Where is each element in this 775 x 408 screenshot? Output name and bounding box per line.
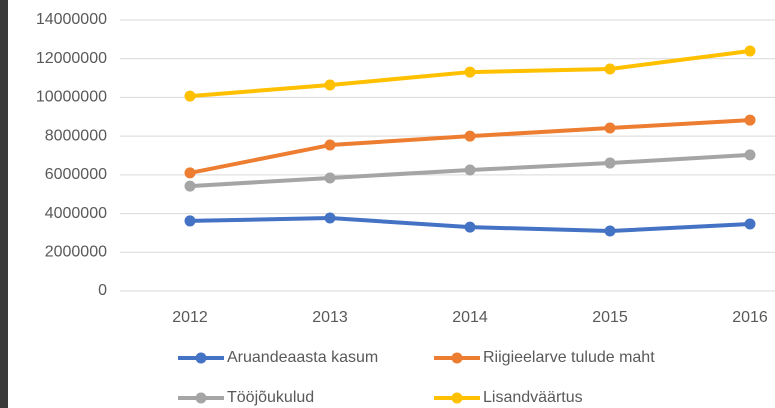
data-point: [464, 221, 476, 233]
data-point: [604, 63, 616, 75]
y-tick-label: 0: [98, 282, 107, 299]
x-tick-label: 2013: [312, 309, 348, 326]
window-edge: [0, 0, 8, 408]
data-point: [604, 122, 616, 134]
y-tick-label: 4000000: [45, 205, 107, 222]
legend-marker: [451, 392, 463, 404]
y-tick-label: 2000000: [45, 244, 107, 261]
data-point: [184, 167, 196, 179]
legend-label: Lisandväärtus: [483, 389, 583, 406]
x-tick-label: 2014: [452, 309, 488, 326]
x-tick-label: 2012: [172, 309, 208, 326]
x-tick-label: 2015: [592, 309, 628, 326]
data-point: [464, 164, 476, 176]
data-point: [324, 139, 336, 151]
legend-label: Tööjõukulud: [227, 389, 314, 406]
data-point: [324, 172, 336, 184]
data-point: [184, 90, 196, 102]
y-tick-label: 12000000: [36, 50, 107, 67]
legend-label: Riigieelarve tulude maht: [483, 349, 655, 366]
data-point: [464, 130, 476, 142]
data-point: [604, 157, 616, 169]
y-tick-label: 14000000: [36, 11, 107, 28]
data-point: [324, 212, 336, 224]
data-point: [744, 218, 756, 230]
legend-label: Aruandeaasta kasum: [227, 349, 378, 366]
legend-marker: [195, 392, 207, 404]
data-point: [744, 114, 756, 126]
data-point: [604, 225, 616, 237]
data-point: [324, 79, 336, 91]
legend-marker: [451, 352, 463, 364]
legend-marker: [195, 352, 207, 364]
x-tick-label: 2016: [732, 309, 768, 326]
y-tick-label: 8000000: [45, 127, 107, 144]
y-tick-label: 10000000: [36, 89, 107, 106]
y-tick-label: 6000000: [45, 166, 107, 183]
data-point: [464, 66, 476, 78]
data-point: [744, 45, 756, 57]
data-point: [744, 149, 756, 161]
data-point: [184, 215, 196, 227]
data-point: [184, 180, 196, 192]
